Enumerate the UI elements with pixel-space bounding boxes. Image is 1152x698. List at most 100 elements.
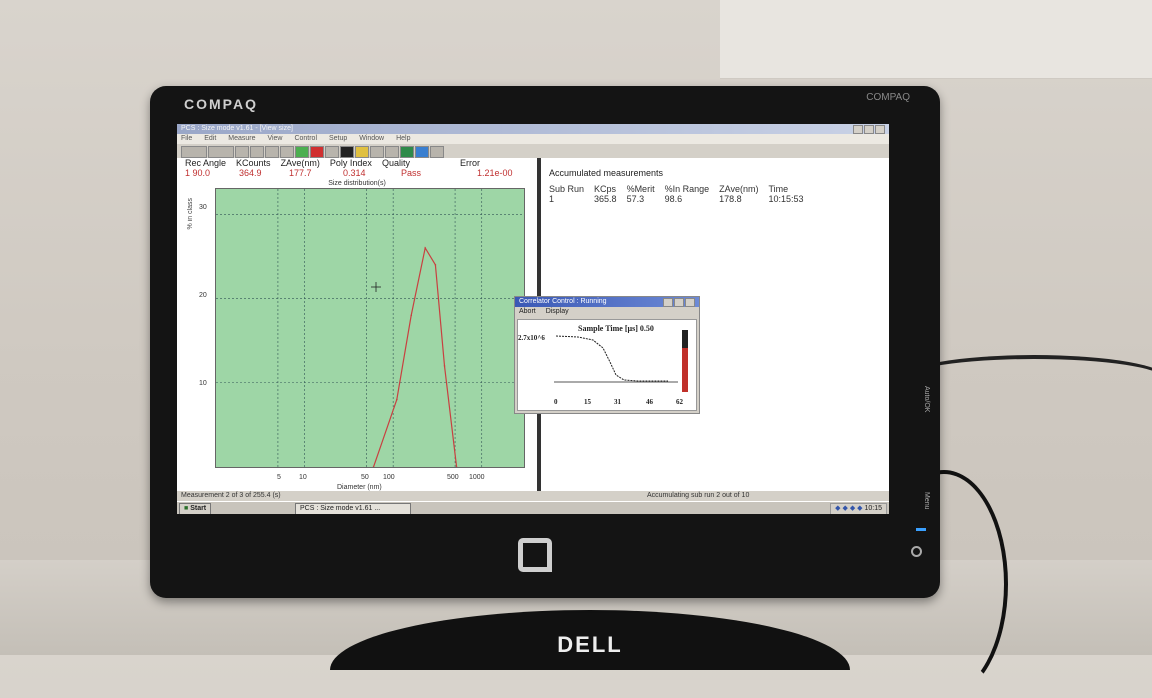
correlator-plot-area: Sample Time [µs] 0.50 2.7x10^6 0 15 31 4… (517, 319, 697, 411)
toolbar-button[interactable] (355, 146, 369, 158)
y-tick-label: 30 (199, 204, 207, 211)
col-in-range: %In Range (664, 184, 710, 194)
compaq-q-logo (518, 538, 552, 572)
col-time: Time (768, 184, 789, 194)
data-point (443, 365, 446, 367)
correlator-x-tick: 46 (646, 398, 653, 406)
start-button[interactable]: ■ Start (179, 503, 212, 514)
cable (880, 470, 1008, 698)
toolbar-button[interactable] (370, 146, 384, 158)
close-button[interactable] (875, 125, 885, 134)
toolbar-button[interactable] (235, 146, 249, 158)
toolbar-button[interactable] (280, 146, 294, 158)
menu-setup[interactable]: Setup (328, 135, 348, 142)
toolbar-button[interactable] (325, 146, 339, 158)
monitor-brand: COMPAQ (184, 96, 258, 112)
cell-in-range: 98.6 (664, 194, 683, 204)
correlogram-curve (555, 335, 668, 382)
toolbar-button[interactable] (415, 146, 429, 158)
app-titlebar: PCS : Size mode v1.61 - [View size] (177, 124, 889, 134)
col-kcps: KCps (594, 184, 617, 194)
correlator-close-button[interactable] (685, 298, 695, 307)
distribution-curve (372, 246, 458, 468)
data-point (396, 398, 398, 401)
toolbar-button[interactable] (310, 146, 324, 158)
menu-file[interactable]: File (181, 135, 193, 142)
menu-window[interactable]: Window (359, 135, 385, 142)
menu-view[interactable]: View (267, 135, 283, 142)
value-rec-angle: 1 90.0 (185, 168, 211, 178)
monitor-brand-small: COMPAQ (866, 92, 910, 103)
menu-control[interactable]: Control (294, 135, 318, 142)
toolbar-button[interactable] (295, 146, 309, 158)
correlator-window[interactable]: Correlator Control : Running Abort Displ… (514, 296, 700, 414)
x-tick-label: 50 (361, 474, 369, 481)
power-led (916, 528, 926, 531)
data-point (424, 247, 426, 249)
sample-time-label: Sample Time [µs] 0.50 (578, 324, 654, 333)
menubar: File Edit Measure View Control Setup Win… (177, 134, 889, 144)
minimize-button[interactable] (853, 125, 863, 134)
toolbar-button[interactable] (340, 146, 354, 158)
correlator-x-tick: 0 (554, 398, 558, 406)
value-quality: Pass (401, 168, 422, 178)
value-poly-index: 0.314 (343, 168, 366, 178)
toolbar-button[interactable] (385, 146, 399, 158)
menu-display[interactable]: Display (545, 308, 569, 315)
menu-help[interactable]: Help (396, 135, 411, 142)
table-row: 1 365.8 57.3 98.6 178.8 10:15:53 (549, 194, 814, 204)
side-label-auto: Auto/OK (923, 386, 930, 413)
tray-icons: ◆ ◆ ◆ ◆ (835, 505, 865, 512)
plot-title: Size distribution(s) (328, 180, 386, 187)
y-tick-label: 10 (199, 380, 207, 387)
value-kcounts: 364.9 (239, 168, 262, 178)
x-tick-label: 10 (299, 474, 307, 481)
toolbar-button[interactable] (400, 146, 414, 158)
menu-measure[interactable]: Measure (228, 135, 256, 142)
x-tick-label: 100 (383, 474, 395, 481)
col-merit: %Merit (626, 184, 655, 194)
menu-abort[interactable]: Abort (519, 308, 536, 315)
value-zave: 177.7 (289, 168, 312, 178)
tray-clock: 10:15 (864, 505, 882, 512)
data-point (434, 264, 437, 266)
stand-logo: DELL (557, 632, 623, 657)
y-tick-label: 20 (199, 292, 207, 299)
toolbar (177, 144, 889, 159)
header-zave: ZAve(nm) (280, 158, 320, 168)
toolbar-button[interactable] (265, 146, 279, 158)
toolbar-button[interactable] (208, 146, 234, 158)
power-button[interactable] (911, 546, 922, 557)
correlator-x-tick: 31 (614, 398, 621, 406)
menu-edit[interactable]: Edit (204, 135, 217, 142)
header-error: Error (459, 158, 480, 168)
cell-kcps: 365.8 (594, 194, 617, 204)
cell-merit: 57.3 (626, 194, 645, 204)
correlator-minimize-button[interactable] (663, 298, 673, 307)
maximize-button[interactable] (864, 125, 874, 134)
correlator-titlebar[interactable]: Correlator Control : Running (515, 297, 699, 307)
toolbar-button[interactable] (181, 146, 207, 158)
correlator-title: Correlator Control : Running (519, 298, 607, 305)
value-error: 1.21e-00 (477, 168, 513, 178)
screen: PCS : Size mode v1.61 - [View size] File… (177, 124, 889, 514)
cable (900, 355, 1152, 403)
col-sub-run: Sub Run (549, 184, 585, 194)
taskbar-item-pcs[interactable]: PCS : Size mode v1.61 ... (295, 503, 411, 514)
correlator-maximize-button[interactable] (674, 298, 684, 307)
cell-sub-run: 1 (549, 194, 555, 204)
plot-svg (216, 189, 524, 468)
intensity-bar-fill (682, 348, 688, 392)
toolbar-button[interactable] (250, 146, 264, 158)
toolbar-button[interactable] (430, 146, 444, 158)
x-tick-label: 5 (277, 474, 281, 481)
correlator-x-tick: 62 (676, 398, 683, 406)
header-rec-angle: Rec Angle (185, 158, 227, 168)
col-zave: ZAve(nm) (719, 184, 759, 194)
correlator-x-tick: 15 (584, 398, 591, 406)
x-tick-label: 1000 (469, 474, 485, 481)
side-label-menu: Menu (923, 492, 930, 510)
status-right: Accumulating sub run 2 out of 10 (647, 492, 750, 499)
correlogram-svg (554, 330, 688, 392)
data-point (410, 314, 413, 317)
